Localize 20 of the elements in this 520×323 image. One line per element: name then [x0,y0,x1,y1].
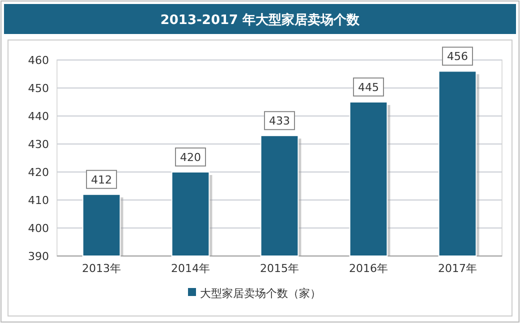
y-tick-label: 460 [28,54,49,67]
x-tick-label: 2014年 [171,262,210,275]
chart-title: 2013-2017 年大型家居卖场个数 [160,12,361,28]
data-label: 433 [269,114,290,128]
x-tick-label: 2017年 [438,262,477,275]
legend-label: 大型家居卖场个数（家） [200,287,321,300]
x-tick-label: 2013年 [82,262,121,275]
y-tick-label: 450 [28,82,49,95]
y-tick-label: 440 [28,110,49,123]
data-label: 456 [447,50,468,64]
x-tick-label: 2016年 [349,262,388,275]
data-label: 420 [180,151,201,164]
y-tick-label: 410 [28,194,49,207]
data-label: 412 [91,173,112,186]
y-tick-label: 400 [28,222,49,235]
y-tick-label: 390 [28,250,49,263]
y-tick-label: 420 [28,166,49,179]
x-tick-label: 2015年 [260,262,299,275]
y-tick-label: 430 [28,138,49,151]
data-label: 445 [358,81,379,94]
